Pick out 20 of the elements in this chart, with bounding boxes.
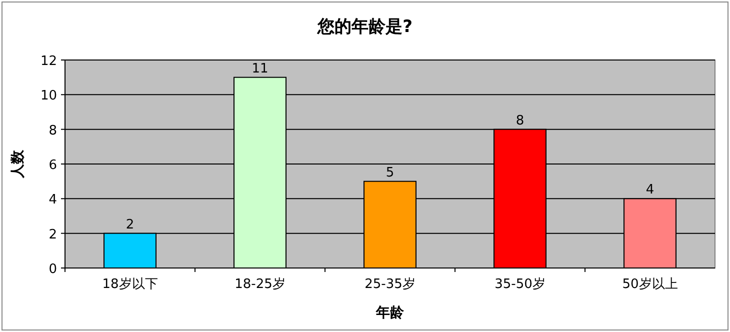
data-label: 4 [646, 182, 654, 198]
x-tick-label: 25-35岁 [364, 277, 416, 292]
y-tick-label: 10 [40, 88, 57, 104]
data-label: 8 [516, 113, 524, 128]
y-tick-label: 12 [40, 54, 57, 69]
x-tick-label: 18-25岁 [234, 277, 286, 292]
data-label: 11 [252, 61, 268, 76]
x-axis-title: 年龄 [375, 305, 405, 321]
y-tick-label: 8 [48, 123, 57, 138]
y-tick-label: 2 [48, 227, 57, 242]
y-tick-label: 4 [48, 192, 57, 208]
x-tick-label: 35-50岁 [494, 277, 546, 292]
x-tick-label: 50岁以上 [622, 277, 678, 292]
chart-title: 您的年龄是? [316, 17, 412, 37]
y-axis-title: 人数 [10, 149, 26, 179]
x-tick-label: 18岁以下 [102, 277, 158, 292]
data-label: 2 [126, 217, 134, 232]
y-tick-label: 0 [48, 262, 57, 277]
y-tick-label: 6 [48, 158, 57, 173]
data-label: 5 [386, 165, 394, 180]
